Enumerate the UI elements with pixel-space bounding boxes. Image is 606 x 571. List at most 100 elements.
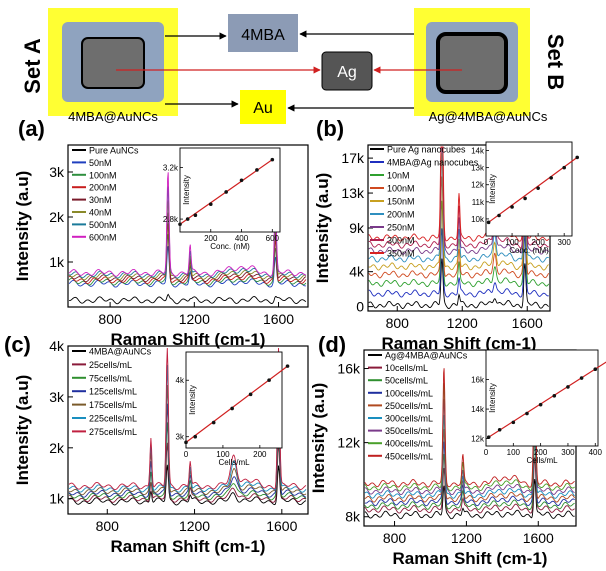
x-tick-label: 800 [96,518,120,534]
y-tick-label: 12k [337,435,361,451]
legend-entry: 300cells/mL [385,414,433,424]
inset-x-tick-label: 0 [484,448,489,457]
legend-entry: 4MBA@Ag nanocubes [387,158,479,168]
legend-entry: 125cells/mL [89,387,137,397]
legend-entry: 350cells/mL [385,426,433,436]
inset-x-tick-label: 400 [589,448,603,457]
inset-y-tick-label: 14k [471,405,485,414]
inset-point [536,186,540,190]
legend-entry: 175cells/mL [89,400,137,410]
inset-frame [486,142,572,236]
y-tick-label: 1k [49,491,65,507]
inset-x-tick-label: 300 [558,238,572,247]
legend-entry: 30nM [89,195,112,205]
inset-point [498,428,502,432]
legend-entry: 600nM [89,232,117,242]
x-tick-label: 800 [383,530,407,546]
y-tick-label: 3k [49,164,65,180]
inset-point [510,205,514,209]
inset-plot: 0 100 200 300 40012k14k16kCells/mLIntensity [471,350,606,465]
legend-entry: 250cells/mL [385,401,433,411]
inset-x-tick-label: 200 [253,450,267,459]
inset-y-tick-label: 11k [472,198,485,207]
legend-entry: 275cells/mL [89,427,137,437]
spectrum-line-0 [69,294,306,303]
inset-point [562,166,566,170]
legend-entry: 50nM [89,158,112,168]
y-tick-label: 4k [49,338,65,354]
y-tick-label: 17k [341,150,365,166]
panel-label: (c) [4,332,31,357]
x-tick-label: 1600 [523,530,554,546]
inset-point [249,393,253,397]
legend-entry: 400cells/mL [385,439,433,449]
inset-y-tick-label: 13k [471,164,485,173]
inset-point [286,364,290,368]
inset-point [512,421,516,425]
inset-point [539,403,543,407]
panel-2: 800 1200 1600 1k 2k 3k 4k Intensity (a.u) Raman … [4,332,308,556]
inset-point [271,158,275,162]
legend-entry: Pure Ag nanocubes [387,145,466,155]
box-ag-label: Ag [337,64,357,81]
y-tick-label: 9k [349,220,365,236]
inset-x-label: Conc. (nM) [509,246,549,255]
inset-x-label: Conc. (nM) [210,242,250,251]
inset-point [575,156,579,160]
legend-entry: Ag@4MBA@AuNCs [385,351,468,361]
inset-point [566,385,570,389]
set-b-core [438,34,506,92]
inset-x-label: Cells/mL [526,456,558,465]
inset-y-tick-label: 16k [471,376,485,385]
inset-y-tick-label: 14k [471,147,485,156]
x-tick-label: 1600 [263,311,294,327]
y-tick-label: 8k [345,509,361,525]
y-axis-label: Intensity (a.u) [309,383,328,494]
legend-entry: 300nM [387,236,415,246]
x-tick-label: 1200 [451,530,482,546]
legend-entry: 100nM [387,184,415,194]
legend-entry: 4MBA@AuNCs [89,347,152,357]
schematic: Set A Set B 4MBA Ag Au 4MBA@AuNCs Ag@4MB… [20,8,568,124]
x-axis-label: Raman Shift (cm-1) [111,537,266,556]
panel-label: (b) [316,116,344,141]
caption-ag-4mba-aunc: Ag@4MBA@AuNCs [429,109,548,124]
legend-entry: 500nM [89,220,117,230]
inset-plot: 200 400 6002.8k3.2kConc. (nM)Intensity [163,148,280,251]
legend-entry: 25cells/mL [89,360,132,370]
x-tick-label: 1200 [179,311,210,327]
inset-plot: 0 100 200 3k 4k Cells/mL Intensity [176,352,290,467]
inset-frame [180,148,280,232]
y-tick-label: 3k [49,389,65,405]
inset-point [593,367,597,371]
legend-entry: 350nM [387,249,415,259]
inset-point [184,441,188,445]
inset-x-tick-label: 0 [184,450,189,459]
inset-point [255,168,259,172]
inset-x-tick-label: 300 [561,448,575,457]
inset-y-tick-label: 2.8k [163,215,179,224]
set-a-label: Set A [20,38,45,94]
inset-point [523,197,527,201]
panel-3: 800 1200 16008k12k16kIntensity (a.u)Raman … [309,332,606,568]
legend-entry: 40nM [89,208,112,218]
inset-point [267,378,271,382]
x-tick-label: 1600 [512,315,543,331]
legend-entry: 200nM [387,210,415,220]
inset-point [230,407,234,411]
y-tick-label: 1k [49,254,65,270]
x-tick-label: 800 [386,315,410,331]
inset-point [178,222,182,226]
inset-point [549,176,553,180]
set-a-core [82,38,144,88]
legend-entry: 50cells/mL [385,376,428,386]
inset-point [194,213,198,217]
legend-entry: 10nM [387,171,410,181]
inset-x-tick-label: 0 [484,238,489,247]
inset-point [580,376,584,380]
legend-entry: Pure AuNCs [89,146,139,156]
inset-point [497,214,501,218]
inset-point [193,435,197,439]
inset-y-tick-label: 10k [471,215,485,224]
